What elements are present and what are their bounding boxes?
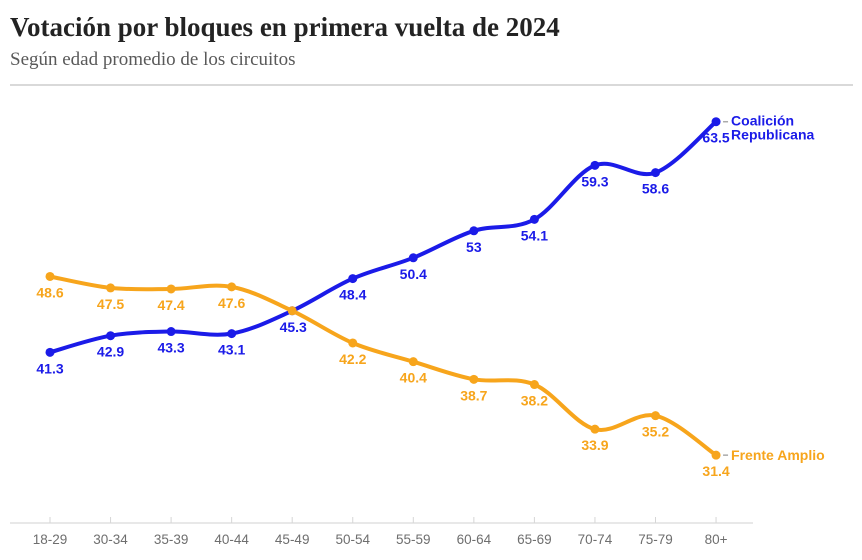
value-label: 40.4 [400, 370, 427, 386]
value-label: 43.1 [218, 342, 245, 358]
value-label: 33.9 [581, 437, 608, 453]
data-point[interactable] [529, 380, 539, 390]
x-axis-label: 75-79 [638, 532, 673, 547]
value-label: 43.3 [157, 340, 184, 356]
value-label: 48.4 [339, 287, 366, 303]
data-point[interactable] [166, 284, 176, 294]
x-axis-label: 80+ [705, 532, 728, 547]
data-point[interactable] [529, 214, 539, 224]
x-axis-label: 60-64 [457, 532, 492, 547]
value-label: 47.5 [97, 296, 124, 312]
value-label: 42.2 [339, 351, 366, 367]
value-label: 35.2 [642, 424, 669, 440]
x-axis-label: 40-44 [214, 532, 249, 547]
data-point[interactable] [106, 331, 116, 341]
data-point[interactable] [711, 450, 721, 460]
data-point[interactable] [287, 306, 297, 316]
value-label: 41.3 [36, 360, 63, 376]
chart-header: Votación por bloques en primera vuelta d… [0, 0, 862, 71]
value-label: 48.6 [36, 284, 63, 300]
series-label: Frente Amplio [731, 447, 825, 463]
value-label: 38.7 [460, 387, 487, 403]
data-point[interactable] [711, 117, 721, 127]
data-point[interactable] [348, 274, 358, 284]
value-label: 38.2 [521, 393, 548, 409]
x-axis-label: 35-39 [154, 532, 189, 547]
x-axis-label: 30-34 [93, 532, 128, 547]
series-line-1 [48, 274, 718, 458]
data-point[interactable] [469, 374, 479, 384]
value-label: 47.6 [218, 295, 245, 311]
value-label: 50.4 [400, 266, 427, 282]
data-point[interactable] [45, 347, 55, 357]
data-point[interactable] [651, 168, 660, 178]
series-line-0 [48, 119, 718, 355]
data-point[interactable] [408, 253, 418, 263]
page-subtitle: Según edad promedio de los circuitos [10, 49, 296, 71]
x-axis-label: 55-59 [396, 532, 431, 547]
data-point[interactable] [166, 327, 176, 337]
value-label: 63.5 [702, 130, 729, 146]
data-point[interactable] [45, 271, 55, 281]
value-label: 31.4 [702, 463, 729, 479]
x-axis-label: 70-74 [578, 532, 613, 547]
x-axis-label: 50-54 [335, 532, 370, 547]
series-label: Coalición Republicana [731, 113, 814, 143]
data-point[interactable] [590, 424, 600, 434]
data-point[interactable] [408, 357, 418, 367]
value-label: 42.9 [97, 344, 124, 360]
header-divider [10, 84, 853, 86]
data-point[interactable] [227, 282, 237, 292]
data-point[interactable] [106, 283, 116, 293]
data-point[interactable] [651, 411, 660, 421]
value-label: 53 [466, 239, 482, 255]
x-axis-label: 65-69 [517, 532, 552, 547]
x-axis-label: 45-49 [275, 532, 310, 547]
data-point[interactable] [590, 160, 600, 170]
data-point[interactable] [227, 329, 237, 339]
page-title: Votación por bloques en primera vuelta d… [10, 12, 560, 42]
value-label: 59.3 [581, 173, 608, 189]
value-label: 45.3 [280, 319, 307, 335]
data-point[interactable] [469, 226, 479, 236]
value-label: 58.6 [642, 181, 669, 197]
x-axis-label: 18-29 [33, 532, 68, 547]
value-label: 54.1 [521, 227, 548, 243]
data-point[interactable] [348, 338, 358, 348]
value-label: 47.4 [157, 297, 184, 313]
